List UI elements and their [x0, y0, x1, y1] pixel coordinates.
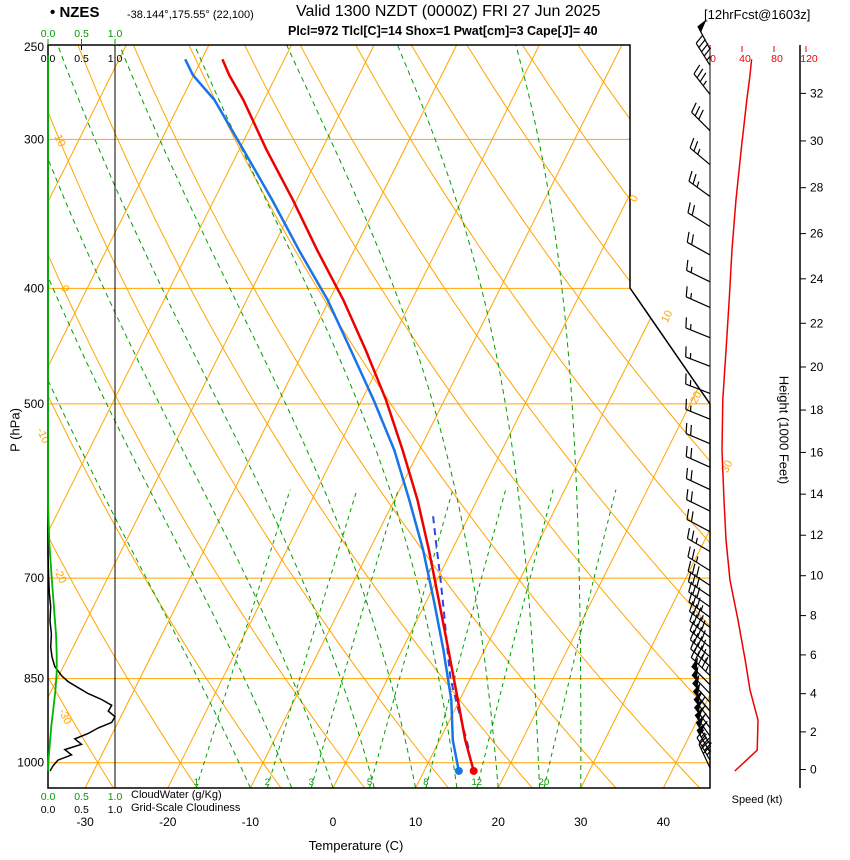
svg-text:32: 32 [810, 86, 824, 100]
pressure-axis-label: P (hPa) [7, 408, 23, 452]
svg-text:400: 400 [24, 281, 44, 295]
cloudwater-axis-label: CloudWater (g/Kg) [131, 789, 222, 801]
svg-text:0.5: 0.5 [74, 53, 89, 65]
svg-text:0: 0 [58, 283, 71, 294]
svg-text:40: 40 [739, 53, 751, 65]
svg-text:80: 80 [771, 53, 783, 65]
svg-text:20: 20 [539, 777, 550, 788]
svg-text:16: 16 [810, 445, 824, 459]
svg-text:0.5: 0.5 [74, 791, 89, 803]
station-title: • NZES [50, 4, 99, 21]
svg-text:700: 700 [24, 571, 44, 585]
svg-text:850: 850 [24, 672, 44, 686]
surface-dewpoint-dot [454, 766, 463, 775]
svg-text:1.0: 1.0 [108, 28, 123, 40]
svg-text:4: 4 [810, 687, 817, 701]
svg-text:1.0: 1.0 [108, 791, 123, 803]
svg-text:6: 6 [810, 648, 817, 662]
svg-text:1000: 1000 [17, 756, 44, 770]
svg-text:0.0: 0.0 [41, 28, 56, 40]
svg-text:10: 10 [409, 815, 423, 829]
svg-text:0.5: 0.5 [74, 28, 89, 40]
svg-text:12: 12 [810, 528, 824, 542]
svg-text:20: 20 [688, 389, 704, 405]
speed-axis-label: Speed (kt) [731, 794, 783, 806]
svg-text:20: 20 [810, 360, 824, 374]
sounding-parameters: Plcl=972 Tlcl[C]=14 Shox=1 Pwat[cm]=3 Ca… [288, 24, 598, 38]
svg-text:10: 10 [52, 133, 68, 149]
svg-text:0.0: 0.0 [41, 804, 56, 816]
svg-text:10: 10 [810, 569, 824, 583]
valid-time: Valid 1300 NZDT (0000Z) FRI 27 Jun 2025 [296, 3, 601, 20]
cloudiness-axis-label: Grid-Scale Cloudiness [131, 802, 241, 814]
svg-text:-20: -20 [159, 815, 177, 829]
svg-text:8: 8 [423, 777, 428, 788]
svg-text:20: 20 [492, 815, 506, 829]
surface-temp-dot [469, 766, 478, 775]
svg-text:10: 10 [659, 308, 675, 324]
svg-text:1.0: 1.0 [108, 53, 123, 65]
forecast-tag: [12hrFcst@1603z] [704, 7, 811, 22]
svg-text:28: 28 [810, 181, 824, 195]
svg-text:12: 12 [472, 777, 483, 788]
svg-text:300: 300 [24, 132, 44, 146]
svg-text:14: 14 [810, 487, 824, 501]
svg-text:2: 2 [265, 777, 270, 788]
svg-text:0: 0 [810, 763, 817, 777]
svg-text:26: 26 [810, 227, 824, 241]
svg-text:8: 8 [810, 609, 817, 623]
svg-text:500: 500 [24, 397, 44, 411]
svg-text:3: 3 [309, 777, 314, 788]
svg-text:-10: -10 [242, 815, 260, 829]
svg-text:0.5: 0.5 [74, 804, 89, 816]
svg-text:120: 120 [800, 53, 818, 65]
svg-text:-30: -30 [77, 815, 95, 829]
svg-text:0.0: 0.0 [41, 791, 56, 803]
svg-text:40: 40 [657, 815, 671, 829]
svg-text:5: 5 [367, 777, 372, 788]
background-grid [48, 45, 710, 788]
station-name: NZES [59, 4, 100, 21]
profile-traces [47, 55, 759, 775]
svg-text:30: 30 [810, 134, 824, 148]
svg-text:18: 18 [810, 403, 824, 417]
height-axis-label: Height (1000 Feet) [776, 375, 792, 485]
svg-text:250: 250 [24, 40, 44, 54]
station-bullet: • [50, 4, 56, 21]
svg-text:0: 0 [330, 815, 337, 829]
svg-text:22: 22 [810, 316, 824, 330]
svg-text:2: 2 [810, 725, 817, 739]
station-coords: -38.144°,175.55° (22,100) [127, 9, 254, 21]
svg-text:24: 24 [810, 272, 824, 286]
svg-text:0: 0 [710, 53, 716, 65]
svg-text:30: 30 [574, 815, 588, 829]
wind-barbs [685, 19, 712, 769]
svg-text:1: 1 [194, 777, 199, 788]
svg-text:0: 0 [628, 193, 641, 204]
svg-text:1.0: 1.0 [108, 804, 123, 816]
temperature-axis-label: Temperature (C) [308, 838, 404, 853]
